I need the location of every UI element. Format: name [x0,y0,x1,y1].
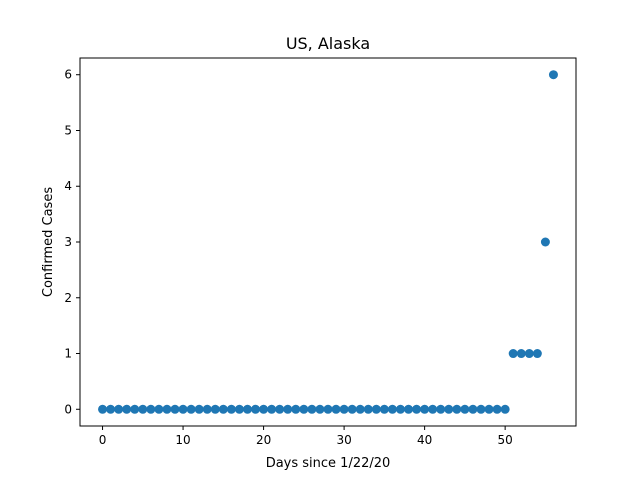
data-point [275,404,285,414]
data-point [363,404,373,414]
data-point [532,349,542,359]
plot-area: 0 10 20 30 40 50 0 1 2 3 4 5 6 [64,57,577,447]
y-tick-label: 4 [64,179,72,193]
data-point [524,349,534,359]
data-point [194,404,204,414]
data-point [170,404,180,414]
y-axis-label: Confirmed Cases [41,187,56,297]
data-point [347,404,357,414]
data-point [444,404,454,414]
data-point [395,404,405,414]
data-point [226,404,236,414]
y-tick-label: 5 [64,123,72,137]
y-tick-label: 1 [64,347,72,361]
data-point [548,70,558,80]
data-point [114,404,124,414]
data-point [460,404,470,414]
x-axis-label: Days since 1/22/20 [266,456,391,471]
data-point [371,404,381,414]
data-point [210,404,220,414]
data-point [315,404,325,414]
data-point [130,404,140,414]
data-point [291,404,301,414]
data-point [436,404,446,414]
data-point [323,404,333,414]
data-point [379,404,389,414]
data-point [468,404,478,414]
data-point [154,404,164,414]
data-point [508,349,518,359]
data-point [146,404,156,414]
data-point [283,404,293,414]
data-point [404,404,414,414]
data-point [251,404,261,414]
data-point [162,404,172,414]
data-point [267,404,277,414]
y-tick-label: 6 [64,68,72,82]
data-point [259,404,269,414]
x-tick-label: 20 [256,433,271,447]
data-point [138,404,148,414]
data-point [428,404,438,414]
data-point [452,404,462,414]
chart-title: US, Alaska [286,34,370,53]
data-point [387,404,397,414]
data-point [420,404,430,414]
data-point [234,404,244,414]
plot-frame [79,57,577,427]
x-tick-label: 10 [175,433,190,447]
data-point [202,404,212,414]
data-point [516,349,526,359]
data-point [500,404,510,414]
data-point [492,404,502,414]
data-point [98,404,108,414]
data-point [307,404,317,414]
y-tick-label: 2 [64,291,72,305]
data-point [476,404,486,414]
data-point [355,404,365,414]
x-tick-label: 40 [417,433,432,447]
y-tick-label: 0 [64,402,72,416]
data-point [331,404,341,414]
x-tick-label: 50 [498,433,513,447]
data-point [242,404,252,414]
data-point [339,404,349,414]
data-point [106,404,116,414]
y-tick-label: 3 [64,235,72,249]
data-point [186,404,196,414]
x-tick-label: 0 [99,433,107,447]
data-point [299,404,309,414]
data-point [218,404,228,414]
data-point [178,404,188,414]
x-tick-label: 30 [336,433,351,447]
data-point [122,404,132,414]
data-point [412,404,422,414]
data-point [484,404,494,414]
data-point [540,237,550,247]
